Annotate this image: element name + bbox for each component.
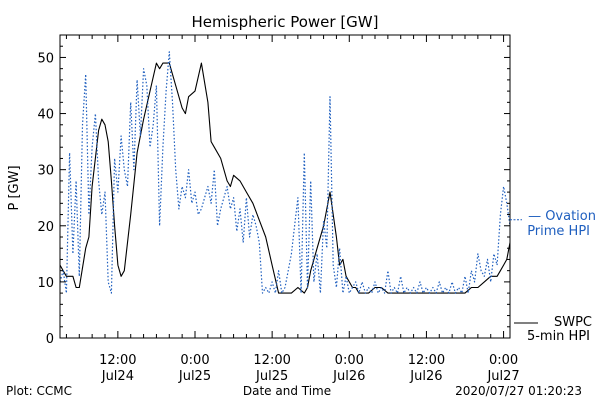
swpc-legend-label-line2: 5-min HPI [527,329,590,344]
x-tick-date-label: Jul25 [178,369,211,384]
x-tick-time-label: 0:00 [489,353,518,368]
x-tick-time-label: 12:00 [253,353,290,368]
x-tick-time-label: 12:00 [408,353,445,368]
y-tick-label: 0 [46,332,54,347]
y-tick-label: 20 [37,220,54,235]
x-tick-date-label: Jul26 [409,369,442,384]
footer-credit: Plot: CCMC [6,384,72,398]
x-tick-time-label: 12:00 [99,353,136,368]
ovation-legend-label-line2: Prime HPI [527,224,590,239]
y-tick-label: 40 [37,108,54,123]
x-tick-time-label: 0:00 [180,353,209,368]
plot-frame [59,34,511,339]
y-axis-label: P [GW] [7,165,22,210]
footer-timestamp: 2020/07/27 01:20:23 [455,384,582,398]
swpc-legend-label-line1: SWPC [554,315,592,330]
ovation-legend-label-line1: — Ovation [528,209,596,224]
y-tick-label: 10 [37,276,54,291]
ovation-prime-series-line [59,51,511,294]
x-tick-date-label: Jul24 [101,369,134,384]
x-tick-date-label: Jul26 [332,369,365,384]
swpc-hpi-series-line [59,62,511,294]
x-tick-date-label: Jul25 [255,369,288,384]
chart-title: Hemispheric Power [GW] [192,13,379,31]
y-tick-label: 50 [37,51,54,66]
x-axis-label: Date and Time [243,384,331,398]
x-tick-date-label: Jul27 [486,369,519,384]
x-tick-time-label: 0:00 [335,353,364,368]
y-tick-label: 30 [37,164,54,179]
